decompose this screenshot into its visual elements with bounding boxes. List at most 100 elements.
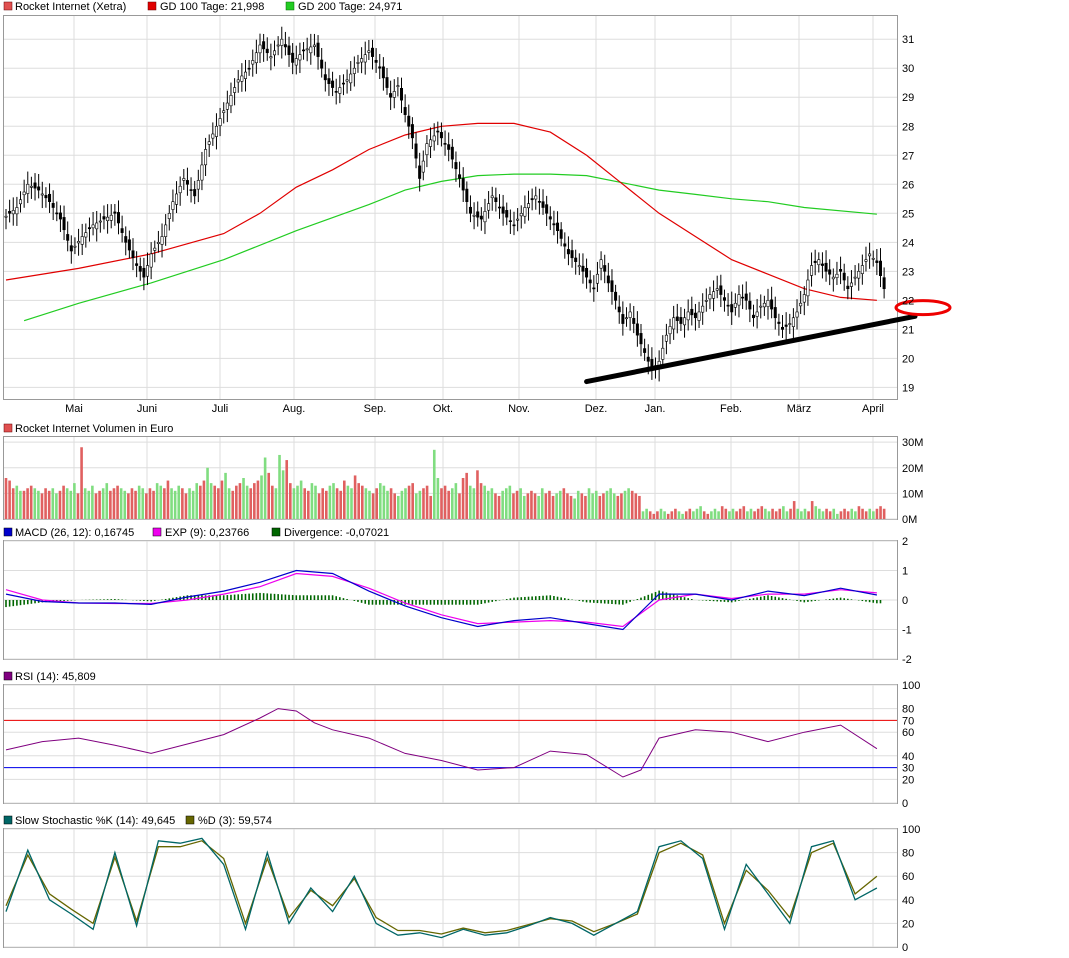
- candle-body: [22, 191, 26, 196]
- candle-body: [610, 280, 614, 292]
- candle-body: [875, 260, 879, 263]
- volume-bar: [497, 495, 501, 519]
- candle-body: [153, 247, 157, 251]
- candle-body: [91, 224, 95, 229]
- candle-body: [849, 282, 853, 287]
- volume-bar: [404, 488, 407, 519]
- volume-bar: [274, 488, 278, 519]
- candle-body: [109, 214, 113, 221]
- candle-body: [4, 215, 8, 218]
- candle-body: [541, 201, 545, 208]
- volume-bar: [65, 488, 69, 519]
- candle-body: [516, 218, 520, 221]
- y-tick-label: 30M: [902, 437, 923, 449]
- volume-bar: [677, 511, 681, 519]
- y-tick-label: 0: [902, 942, 908, 954]
- candle-body: [523, 207, 527, 217]
- volume-bar: [875, 508, 879, 519]
- candle-body: [722, 297, 726, 301]
- candle-body: [458, 174, 462, 179]
- volume-bar: [51, 488, 55, 519]
- volume-bar: [731, 508, 735, 519]
- volume-bar: [616, 495, 620, 519]
- candle-body: [138, 266, 142, 272]
- volume-bar: [123, 490, 127, 519]
- volume-bar: [670, 511, 674, 519]
- candle-body: [298, 54, 302, 61]
- volume-bar: [548, 490, 551, 519]
- legend-swatch-stoch-d: [185, 815, 195, 825]
- volume-bar: [767, 511, 771, 519]
- volume-bar: [159, 485, 163, 519]
- candle-body: [254, 52, 258, 64]
- candle-body: [508, 220, 512, 222]
- candle-body: [762, 302, 766, 308]
- candle-body: [425, 143, 429, 156]
- volume-bar: [285, 460, 289, 519]
- y-tick-label: 24: [902, 237, 914, 249]
- stoch-k-line: [5, 837, 878, 939]
- volume-bar: [220, 480, 224, 519]
- candle-body: [294, 58, 298, 66]
- candle-body: [218, 118, 222, 127]
- y-tick-label: 100: [902, 680, 920, 692]
- volume-bar: [476, 470, 479, 519]
- volume-bar: [317, 493, 321, 519]
- candle-body: [770, 299, 774, 310]
- candle-body: [552, 223, 556, 226]
- y-tick-label: 23: [902, 266, 914, 278]
- candle-body: [37, 186, 41, 191]
- candle-body: [606, 275, 610, 284]
- volume-bar: [652, 513, 656, 519]
- volume-bar: [882, 508, 886, 519]
- candle-body: [690, 308, 694, 316]
- candle-body: [33, 182, 37, 189]
- volume-bar: [357, 483, 360, 519]
- volume-bar: [591, 493, 594, 519]
- candle-body: [704, 300, 708, 302]
- volume-bar: [515, 490, 519, 519]
- volume-bar: [263, 457, 267, 519]
- volume-bar: [119, 488, 123, 519]
- y-tick-label: 60: [902, 727, 914, 739]
- volume-bar: [94, 493, 98, 519]
- volume-bar: [576, 490, 580, 519]
- stoch-panel-frame: [3, 828, 898, 948]
- x-tick-label: Sep.: [364, 403, 387, 415]
- legend-swatch-divergence: [271, 527, 281, 537]
- volume-bar: [436, 478, 440, 519]
- volume-bar: [692, 511, 695, 519]
- candle-body: [806, 279, 810, 297]
- volume-bar: [321, 488, 325, 519]
- candle-body: [501, 206, 505, 214]
- y-tick-label: 28: [902, 121, 914, 133]
- volume-bar: [134, 490, 137, 519]
- volume-bar: [432, 449, 436, 519]
- volume-bar: [526, 493, 530, 519]
- volume-bar: [832, 508, 836, 519]
- x-tick-label: Juli: [212, 403, 229, 415]
- volume-bar: [630, 490, 634, 519]
- volume-bar: [465, 472, 468, 519]
- support-trendline: [584, 313, 918, 385]
- volume-bar: [551, 495, 555, 519]
- candle-body: [414, 143, 418, 159]
- candle-body: [559, 229, 563, 239]
- volume-bar: [728, 511, 731, 519]
- candle-body: [305, 48, 309, 51]
- candle-body: [679, 317, 683, 324]
- legend-swatch-price: [3, 1, 13, 11]
- candle-body: [773, 307, 777, 319]
- legend-label-divergence: Divergence: -0,07021: [284, 527, 389, 539]
- y-tick-label: 80: [902, 704, 914, 716]
- volume-bar: [566, 493, 569, 519]
- y-tick-label: 40: [902, 895, 914, 907]
- candle-body: [421, 160, 425, 173]
- grid-lines: [4, 16, 897, 948]
- volume-bar: [706, 513, 710, 519]
- volume-bar: [137, 485, 141, 519]
- volume-bar: [458, 493, 461, 519]
- candle-body: [312, 44, 316, 47]
- volume-bar: [699, 506, 702, 519]
- candle-body: [116, 212, 120, 224]
